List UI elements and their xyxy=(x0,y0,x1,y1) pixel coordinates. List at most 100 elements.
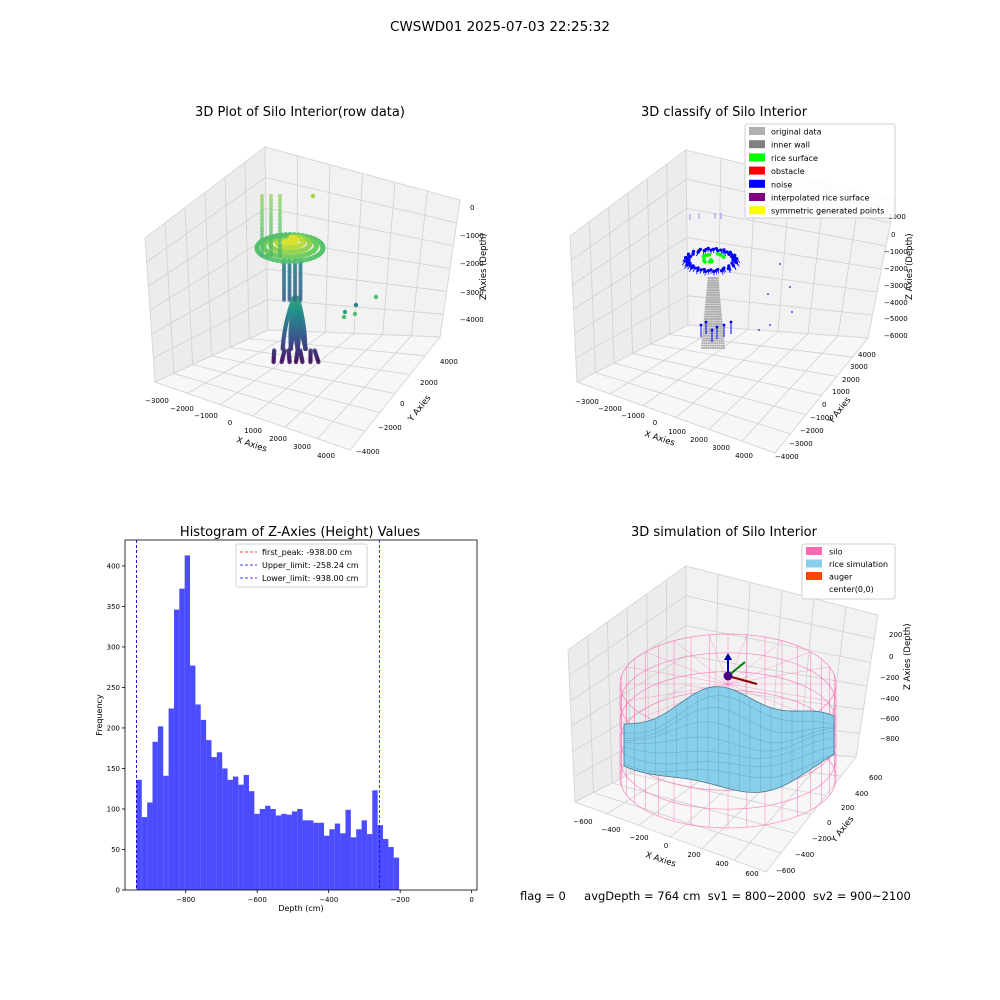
raw-point xyxy=(283,258,289,264)
raw-point xyxy=(269,225,273,230)
auger-axis-x xyxy=(727,675,758,685)
classify-point-original xyxy=(708,313,711,316)
classify-point-original xyxy=(713,320,716,323)
status-avg-depth: avgDepth = 764 cm xyxy=(584,889,701,903)
classify-point-original xyxy=(710,310,713,313)
histogram-bar xyxy=(147,802,153,890)
classify-point-original xyxy=(707,346,710,350)
classify-point-original xyxy=(703,322,706,325)
raw-point xyxy=(278,215,282,219)
auger-center xyxy=(723,671,733,681)
histogram-bar xyxy=(157,726,164,890)
classify-point-original xyxy=(708,330,711,333)
classify-point-original xyxy=(717,293,721,296)
classify-point-noise xyxy=(702,267,706,272)
classify-point-original xyxy=(716,313,719,316)
classify-point-original xyxy=(713,332,717,335)
classify-point-original xyxy=(717,286,720,289)
classify-point-original xyxy=(717,337,721,340)
raw-point xyxy=(278,258,285,264)
raw-point xyxy=(260,222,264,226)
classify-point-original xyxy=(702,330,705,333)
classify-point-original xyxy=(707,337,711,340)
figure-suptitle: CWSWD01 2025-07-03 22:25:32 xyxy=(390,19,610,35)
classify-point-original xyxy=(716,310,719,313)
sim-z-tick: −600 xyxy=(880,715,899,723)
histogram-bar xyxy=(232,776,239,890)
classify-point-noise xyxy=(704,249,707,254)
classify-point-noise xyxy=(731,256,736,262)
classify-point-original xyxy=(722,342,725,345)
histogram-bar xyxy=(168,708,174,890)
histogram-bar xyxy=(366,834,373,890)
raw-point xyxy=(260,208,264,212)
classify-point-original xyxy=(713,330,716,333)
raw-point xyxy=(260,201,264,205)
legend-label: silo xyxy=(829,548,843,557)
histogram-y-tick-label: 100 xyxy=(107,805,120,813)
legend-swatch-symmetric-generated-points xyxy=(749,206,765,215)
silo-spoke xyxy=(645,651,729,685)
classify-point-noise xyxy=(728,268,731,273)
classify-point-original xyxy=(713,327,716,330)
histogram-bar xyxy=(388,847,394,890)
classify-point-original xyxy=(701,342,704,345)
histogram-bar xyxy=(291,811,298,890)
classify-point-original xyxy=(710,322,713,325)
classify-point-original xyxy=(706,322,709,325)
silo-spoke xyxy=(727,683,830,702)
classify-point-original xyxy=(715,315,718,318)
classify-point-original xyxy=(705,346,708,350)
raw-z-tick: −2000 xyxy=(460,260,484,268)
histogram-bar xyxy=(222,768,228,890)
histogram-bar xyxy=(281,813,287,890)
classify-point-original xyxy=(718,303,722,306)
legend-swatch-rice-surface xyxy=(749,153,765,162)
classify-point-original xyxy=(718,298,721,301)
grid-line xyxy=(317,335,412,439)
rice-mesh-line xyxy=(624,721,835,743)
classify-point-original xyxy=(713,313,716,316)
auger-arrow xyxy=(724,653,732,660)
classify-point-noise xyxy=(684,264,688,269)
simulation-auger xyxy=(723,653,758,685)
classify-point-original xyxy=(709,344,712,347)
classify-point-original xyxy=(720,320,723,323)
classify-point-noise xyxy=(699,268,703,272)
classify-point-original xyxy=(703,344,706,347)
classify-3d-x-ticks: −3000 −2000 −1000 0 1000 2000 3000 4000 xyxy=(575,398,753,460)
raw-point xyxy=(278,222,282,226)
raw-3d-x-ticks: −3000 −2000 −1000 0 1000 2000 3000 4000 xyxy=(145,397,335,460)
raw-point xyxy=(291,258,297,264)
raw-point xyxy=(260,225,264,230)
simulation-3d-xlabel: X Axies xyxy=(644,850,677,869)
classify-point-original xyxy=(713,317,716,321)
classify-point-rice xyxy=(707,259,712,264)
classify-point-original xyxy=(703,339,706,342)
histogram-x-tick-label: 0 xyxy=(469,896,473,904)
legend-label: obstacle xyxy=(771,167,805,176)
classify-point-noise xyxy=(722,250,726,254)
classify-point-original xyxy=(710,317,713,321)
raw-point xyxy=(260,253,264,258)
cls-x-tick: 0 xyxy=(653,419,657,427)
classify-point-original xyxy=(708,315,711,318)
histogram-bar xyxy=(313,822,319,890)
classify-point-noise xyxy=(702,269,705,274)
cls-x-tick: 1000 xyxy=(668,428,686,436)
status-sv2: sv2 = 900~2100 xyxy=(812,889,911,903)
classify-point-original xyxy=(711,320,715,323)
legend-swatch xyxy=(806,547,822,555)
classify-point-original xyxy=(707,315,710,318)
classify-point-original xyxy=(717,322,720,325)
classify-point-original xyxy=(713,337,717,340)
grid-line xyxy=(741,335,839,442)
classify-point-original xyxy=(704,313,707,316)
classify-point-noise xyxy=(736,262,740,267)
raw-point xyxy=(269,253,273,258)
classify-point-original xyxy=(711,342,715,345)
raw-point xyxy=(278,218,282,223)
raw-point xyxy=(278,204,282,209)
classify-point-original xyxy=(707,339,710,342)
histogram-y-tick-label: 350 xyxy=(107,603,120,611)
